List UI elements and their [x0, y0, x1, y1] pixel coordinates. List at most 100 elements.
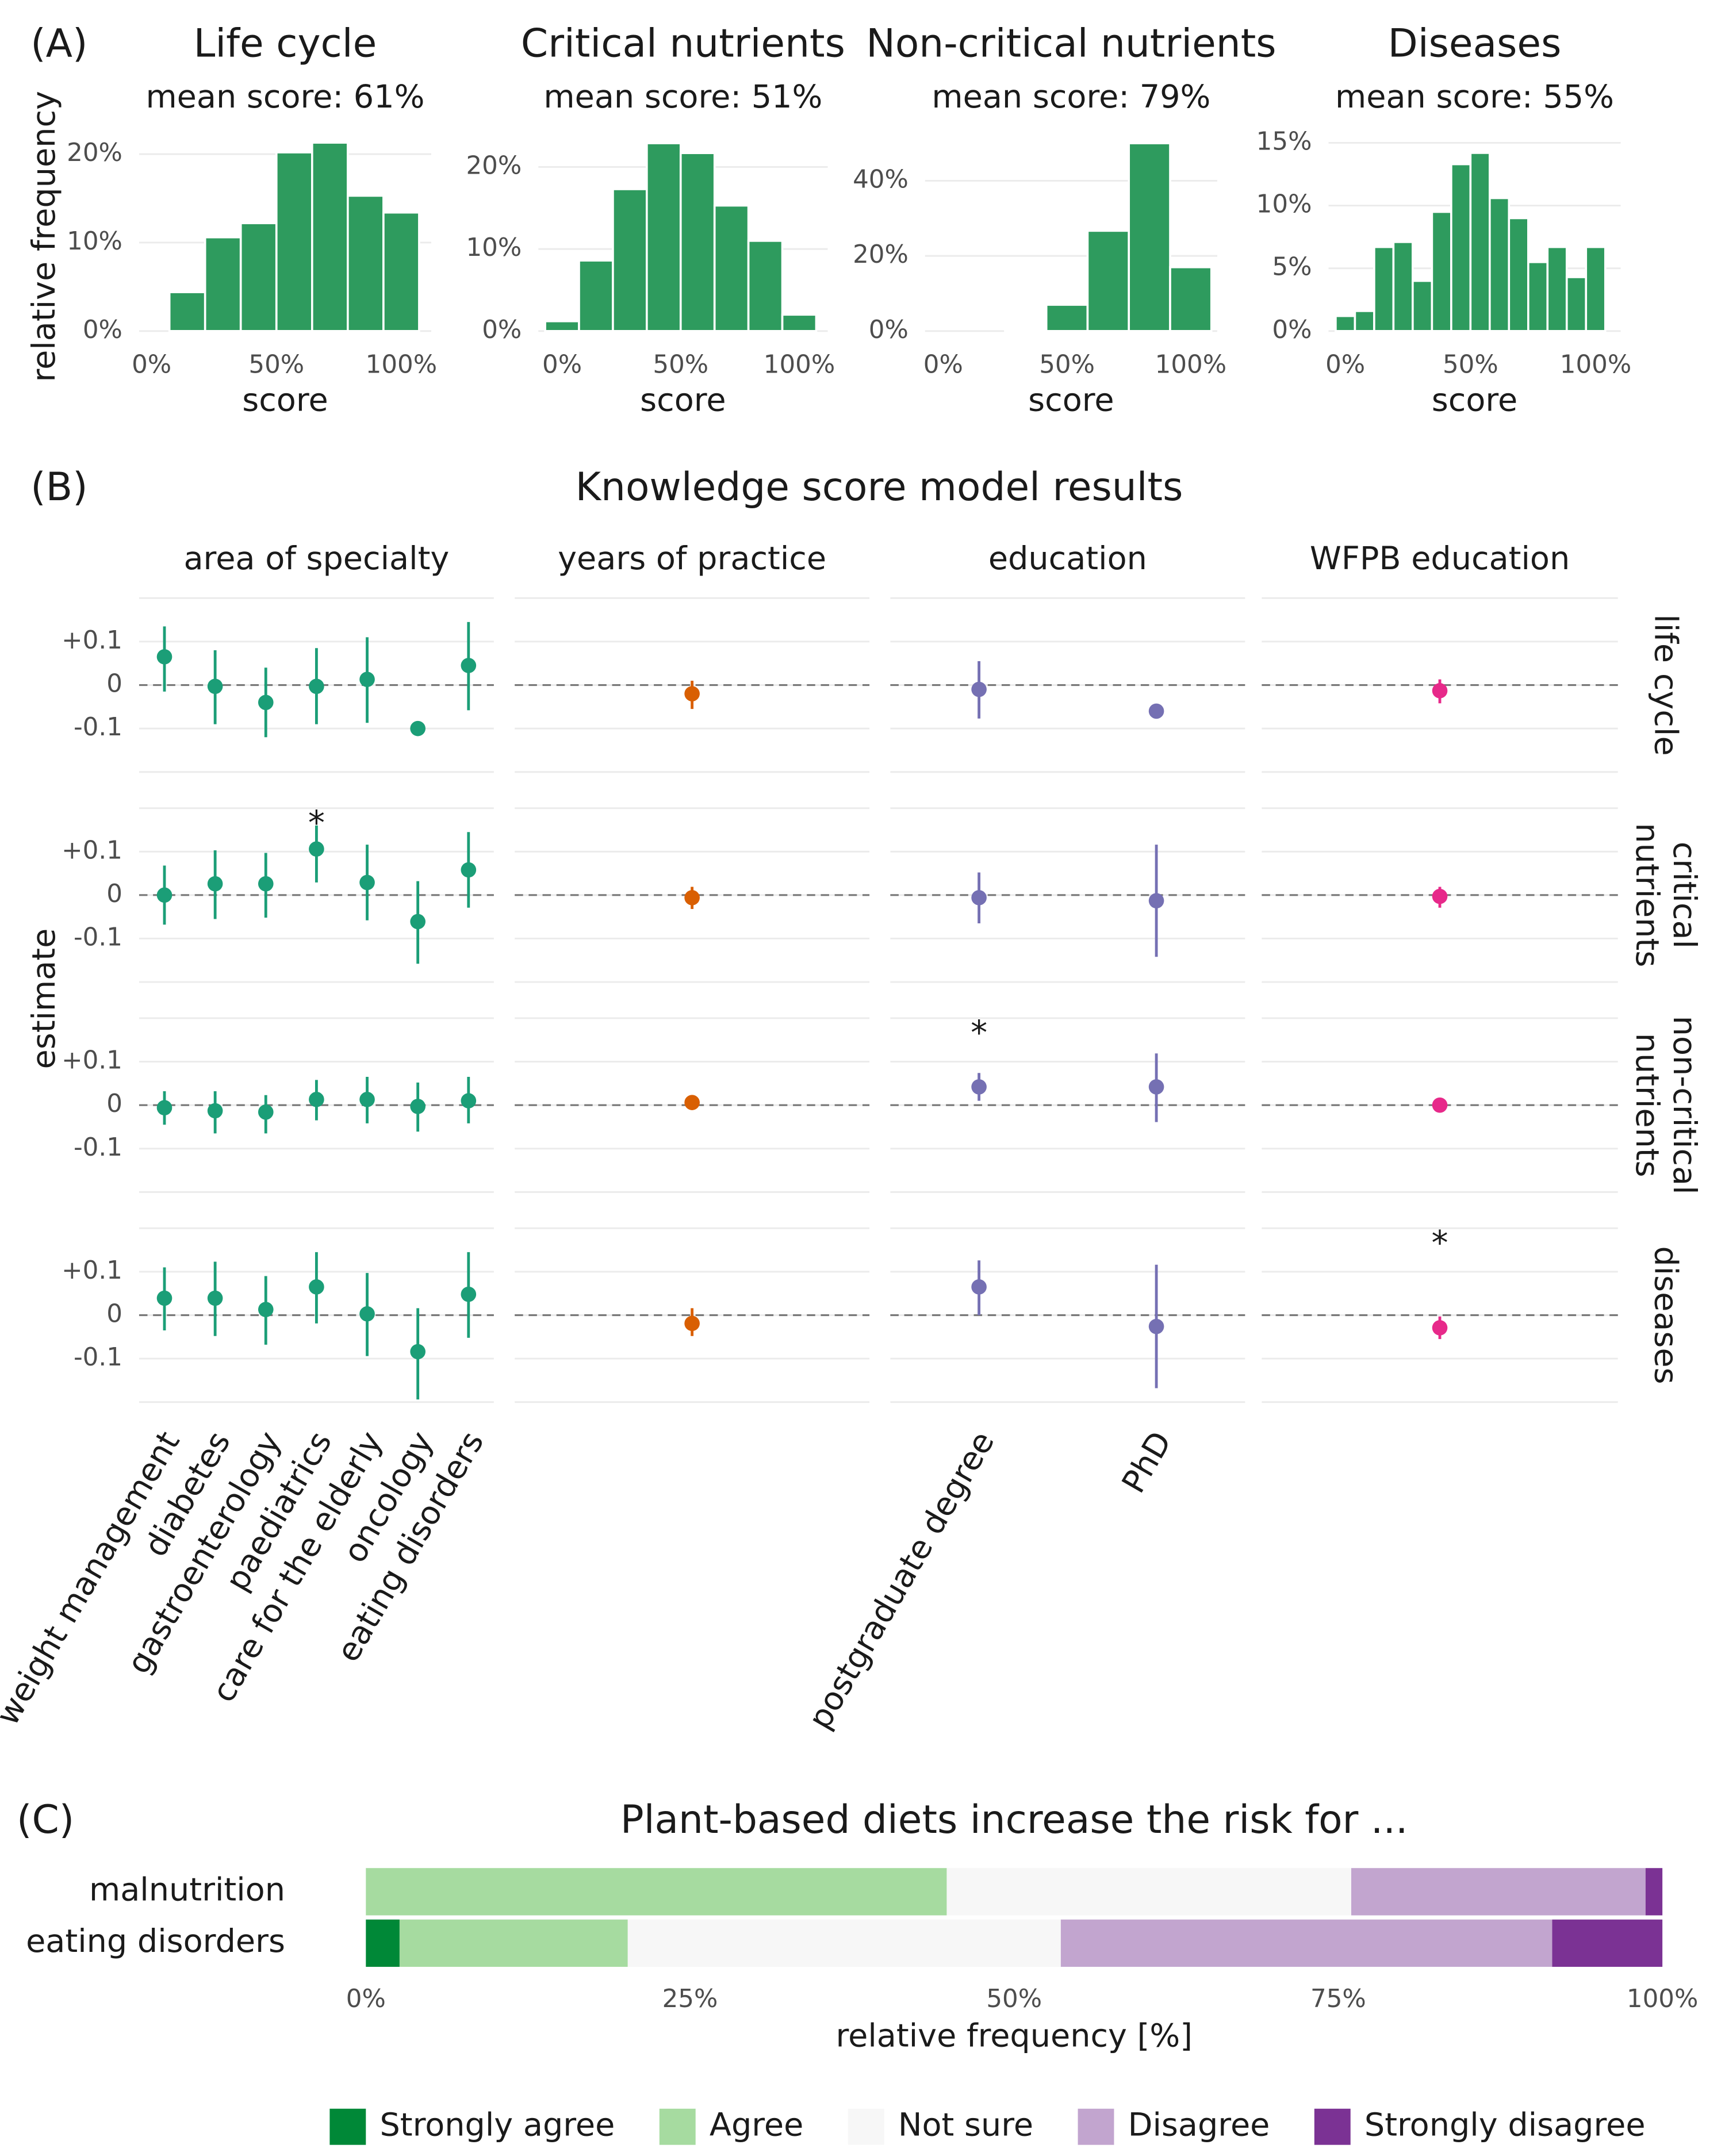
legend-key — [329, 2108, 366, 2145]
bar — [1546, 245, 1568, 332]
estimate-point — [258, 876, 274, 892]
legend-label: Disagree — [1128, 2106, 1270, 2143]
hist-title: Life cycle — [194, 20, 377, 66]
y-tick-label: 0% — [83, 316, 122, 344]
y-tick-label: -0.1 — [74, 1133, 122, 1162]
y-tick-label: +0.1 — [62, 1046, 122, 1075]
bar — [1412, 279, 1433, 332]
bar-segment — [1060, 1919, 1552, 1967]
bar — [311, 141, 349, 332]
hist-subtitle: mean score: 79% — [931, 78, 1210, 116]
x-tick-label: 75% — [1310, 1985, 1366, 2013]
estimate-point — [684, 890, 700, 906]
bar — [204, 236, 242, 332]
bar-segment — [627, 1919, 1061, 1967]
x-tick-label: PhD — [1115, 1425, 1179, 1499]
x-tick-label: 0% — [542, 350, 582, 379]
estimate-point — [971, 890, 987, 906]
strip-label: WFPB education — [1310, 540, 1570, 577]
bar — [781, 313, 818, 332]
bar — [1169, 266, 1213, 332]
bar — [1469, 152, 1491, 332]
estimate-point — [258, 1104, 274, 1120]
y-axis-label: estimate — [25, 929, 63, 1069]
x-tick-label: 100% — [1560, 350, 1631, 379]
estimate-point — [461, 862, 477, 878]
y-tick-label: +0.1 — [62, 1256, 122, 1285]
x-tick-label: 50% — [248, 350, 304, 379]
hist-subtitle: mean score: 51% — [543, 78, 822, 116]
y-tick-label: 0% — [482, 316, 522, 344]
bar-segment — [946, 1868, 1351, 1916]
y-tick-label: 5% — [1272, 253, 1312, 282]
bar — [1585, 245, 1607, 332]
estimate-point — [684, 1095, 700, 1110]
estimate-point — [156, 1290, 172, 1306]
y-tick-label: 10% — [67, 227, 122, 256]
estimate-point — [1148, 1079, 1164, 1095]
estimate-point — [1148, 893, 1164, 908]
bar — [1508, 217, 1529, 332]
panel-label: (C) — [17, 1797, 74, 1842]
bar-segment — [1351, 1868, 1646, 1916]
x-tick-label: postgraduate degree — [801, 1425, 1002, 1736]
bar — [1128, 142, 1171, 332]
row-strip-label: non-critical — [1666, 1016, 1703, 1195]
estimate-point — [461, 1093, 477, 1108]
y-tick-label: 0 — [106, 1300, 122, 1329]
estimate-point — [684, 1315, 700, 1332]
estimate-point — [156, 887, 172, 903]
x-tick-label: 0% — [132, 350, 171, 379]
bar — [1373, 245, 1395, 332]
estimate-point — [207, 1103, 223, 1119]
estimate-point — [684, 686, 700, 701]
y-tick-label: +0.1 — [62, 836, 122, 865]
estimate-point — [359, 672, 375, 688]
bar-title: Plant-based diets increase the risk for … — [620, 1797, 1408, 1842]
bar — [382, 211, 420, 332]
bar — [578, 259, 614, 332]
forest-title: Knowledge score model results — [576, 464, 1183, 509]
estimate-point — [461, 658, 477, 673]
estimate-point — [156, 649, 172, 665]
y-tick-label: 40% — [853, 165, 908, 194]
x-tick-label: 50% — [1039, 350, 1095, 379]
category-label: malnutrition — [89, 1871, 285, 1908]
y-axis-label: relative frequency — [25, 91, 63, 382]
category-label: eating disorders — [26, 1923, 285, 1960]
estimate-point — [410, 720, 425, 736]
x-axis-label: relative frequency [%] — [835, 2017, 1192, 2054]
bar-segment — [366, 1919, 400, 1967]
estimate-point — [410, 1344, 425, 1360]
bar — [1045, 304, 1089, 332]
bar-segment — [1552, 1919, 1663, 1967]
x-tick-label: 50% — [1443, 350, 1498, 379]
strip-label: years of practice — [558, 540, 826, 577]
y-tick-label: 20% — [67, 139, 122, 167]
bar — [1392, 241, 1414, 332]
y-tick-label: 10% — [466, 233, 522, 262]
estimate-point — [1432, 1097, 1448, 1113]
x-tick-label: 0% — [1325, 350, 1365, 379]
x-axis-label: score — [1028, 381, 1114, 419]
x-axis-label: score — [640, 381, 726, 419]
y-tick-label: +0.1 — [62, 626, 122, 655]
bar — [713, 204, 750, 332]
bar — [1565, 276, 1588, 332]
estimate-point — [410, 1099, 425, 1114]
panel-label: (A) — [30, 20, 87, 66]
y-tick-label: 0% — [1272, 316, 1312, 344]
legend-key — [1078, 2108, 1114, 2145]
y-tick-label: -0.1 — [74, 923, 122, 952]
strip-label: area of specialty — [183, 540, 449, 577]
bar-segment — [399, 1919, 628, 1967]
estimate-point — [309, 841, 324, 857]
estimate-point — [258, 1302, 274, 1317]
bar — [1335, 314, 1356, 332]
bar — [544, 320, 580, 332]
hist-title: Diseases — [1388, 20, 1562, 66]
estimate-point — [309, 1092, 324, 1107]
estimate-point — [359, 1306, 375, 1322]
significance-marker: * — [308, 803, 325, 842]
